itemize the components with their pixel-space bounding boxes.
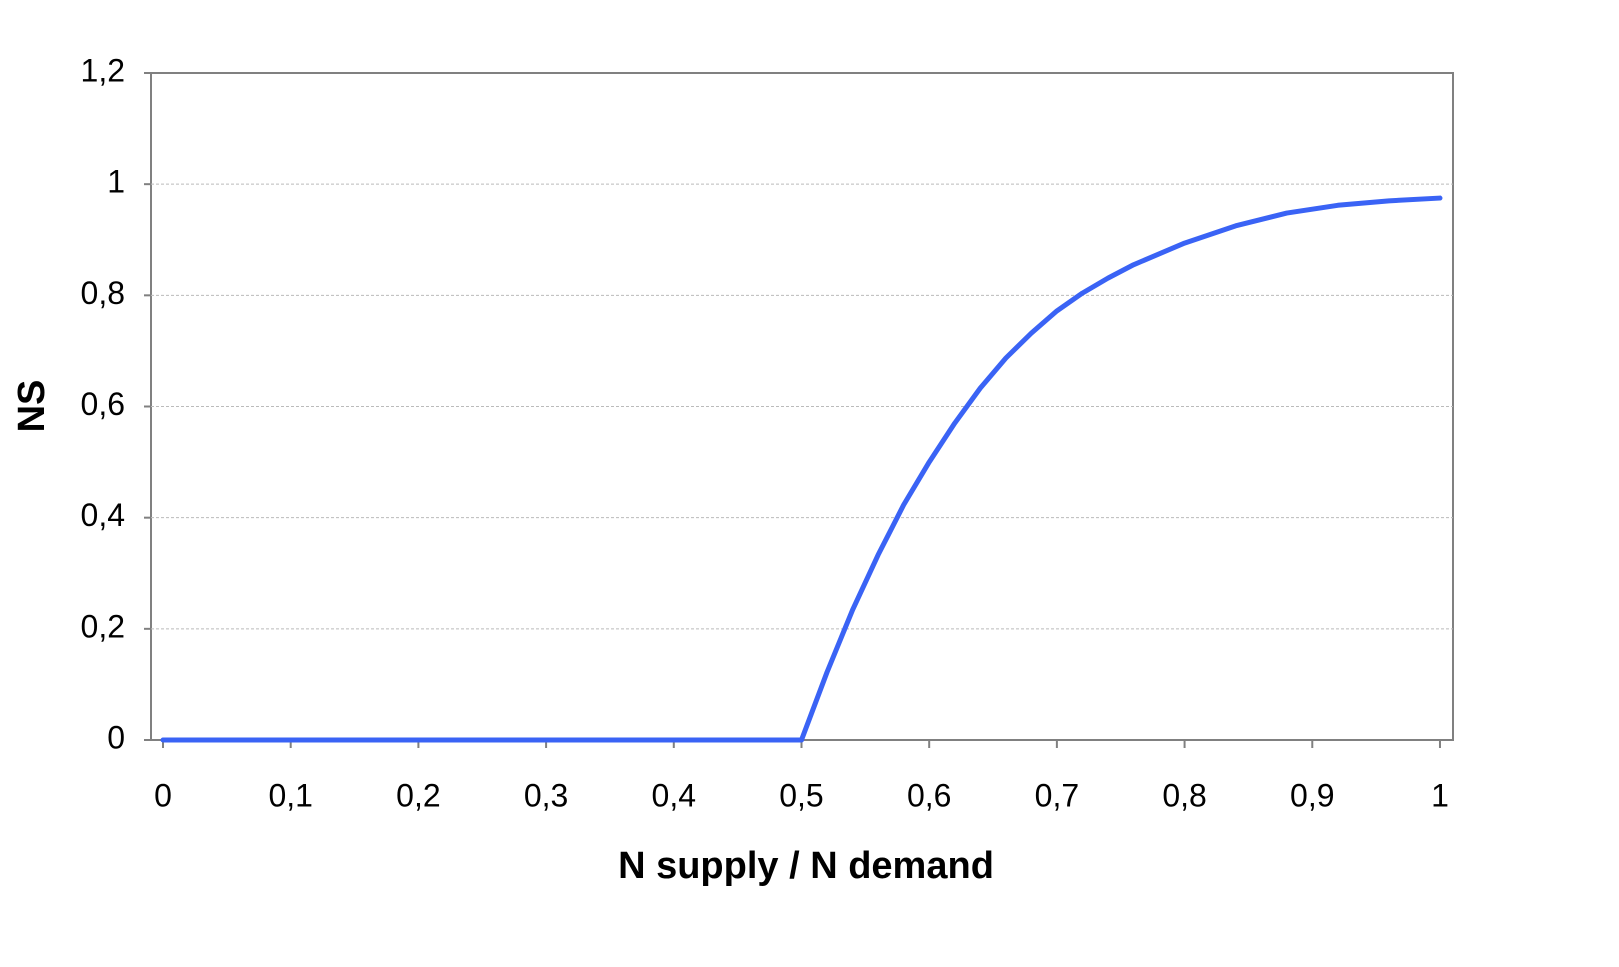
x-tick-label: 0 [154,777,172,813]
y-tick-label: 0 [107,719,125,755]
x-tick-label: 0,9 [1290,777,1334,813]
y-tick-label: 0,6 [81,386,125,422]
x-axis-title: N supply / N demand [618,845,994,887]
x-tick-label: 0,8 [1162,777,1206,813]
y-tick-label: 0,2 [81,608,125,644]
x-tick-label: 0,1 [268,777,312,813]
x-tick-label: 0,2 [396,777,440,813]
x-tick-label: 0,6 [907,777,951,813]
x-tick-label: 0,5 [779,777,823,813]
data-line [160,195,1443,743]
y-tick-label: 1,2 [81,52,125,88]
x-tick-label: 0,7 [1035,777,1079,813]
y-tick-label: 0,8 [81,275,125,311]
y-tick-label: 0,4 [81,497,125,533]
x-tick-label: 1 [1431,777,1449,813]
x-tick-label: 0,4 [652,777,696,813]
y-axis-title: NS [11,380,53,433]
x-tick-label: 0,3 [524,777,568,813]
y-tick-label: 1 [107,164,125,200]
